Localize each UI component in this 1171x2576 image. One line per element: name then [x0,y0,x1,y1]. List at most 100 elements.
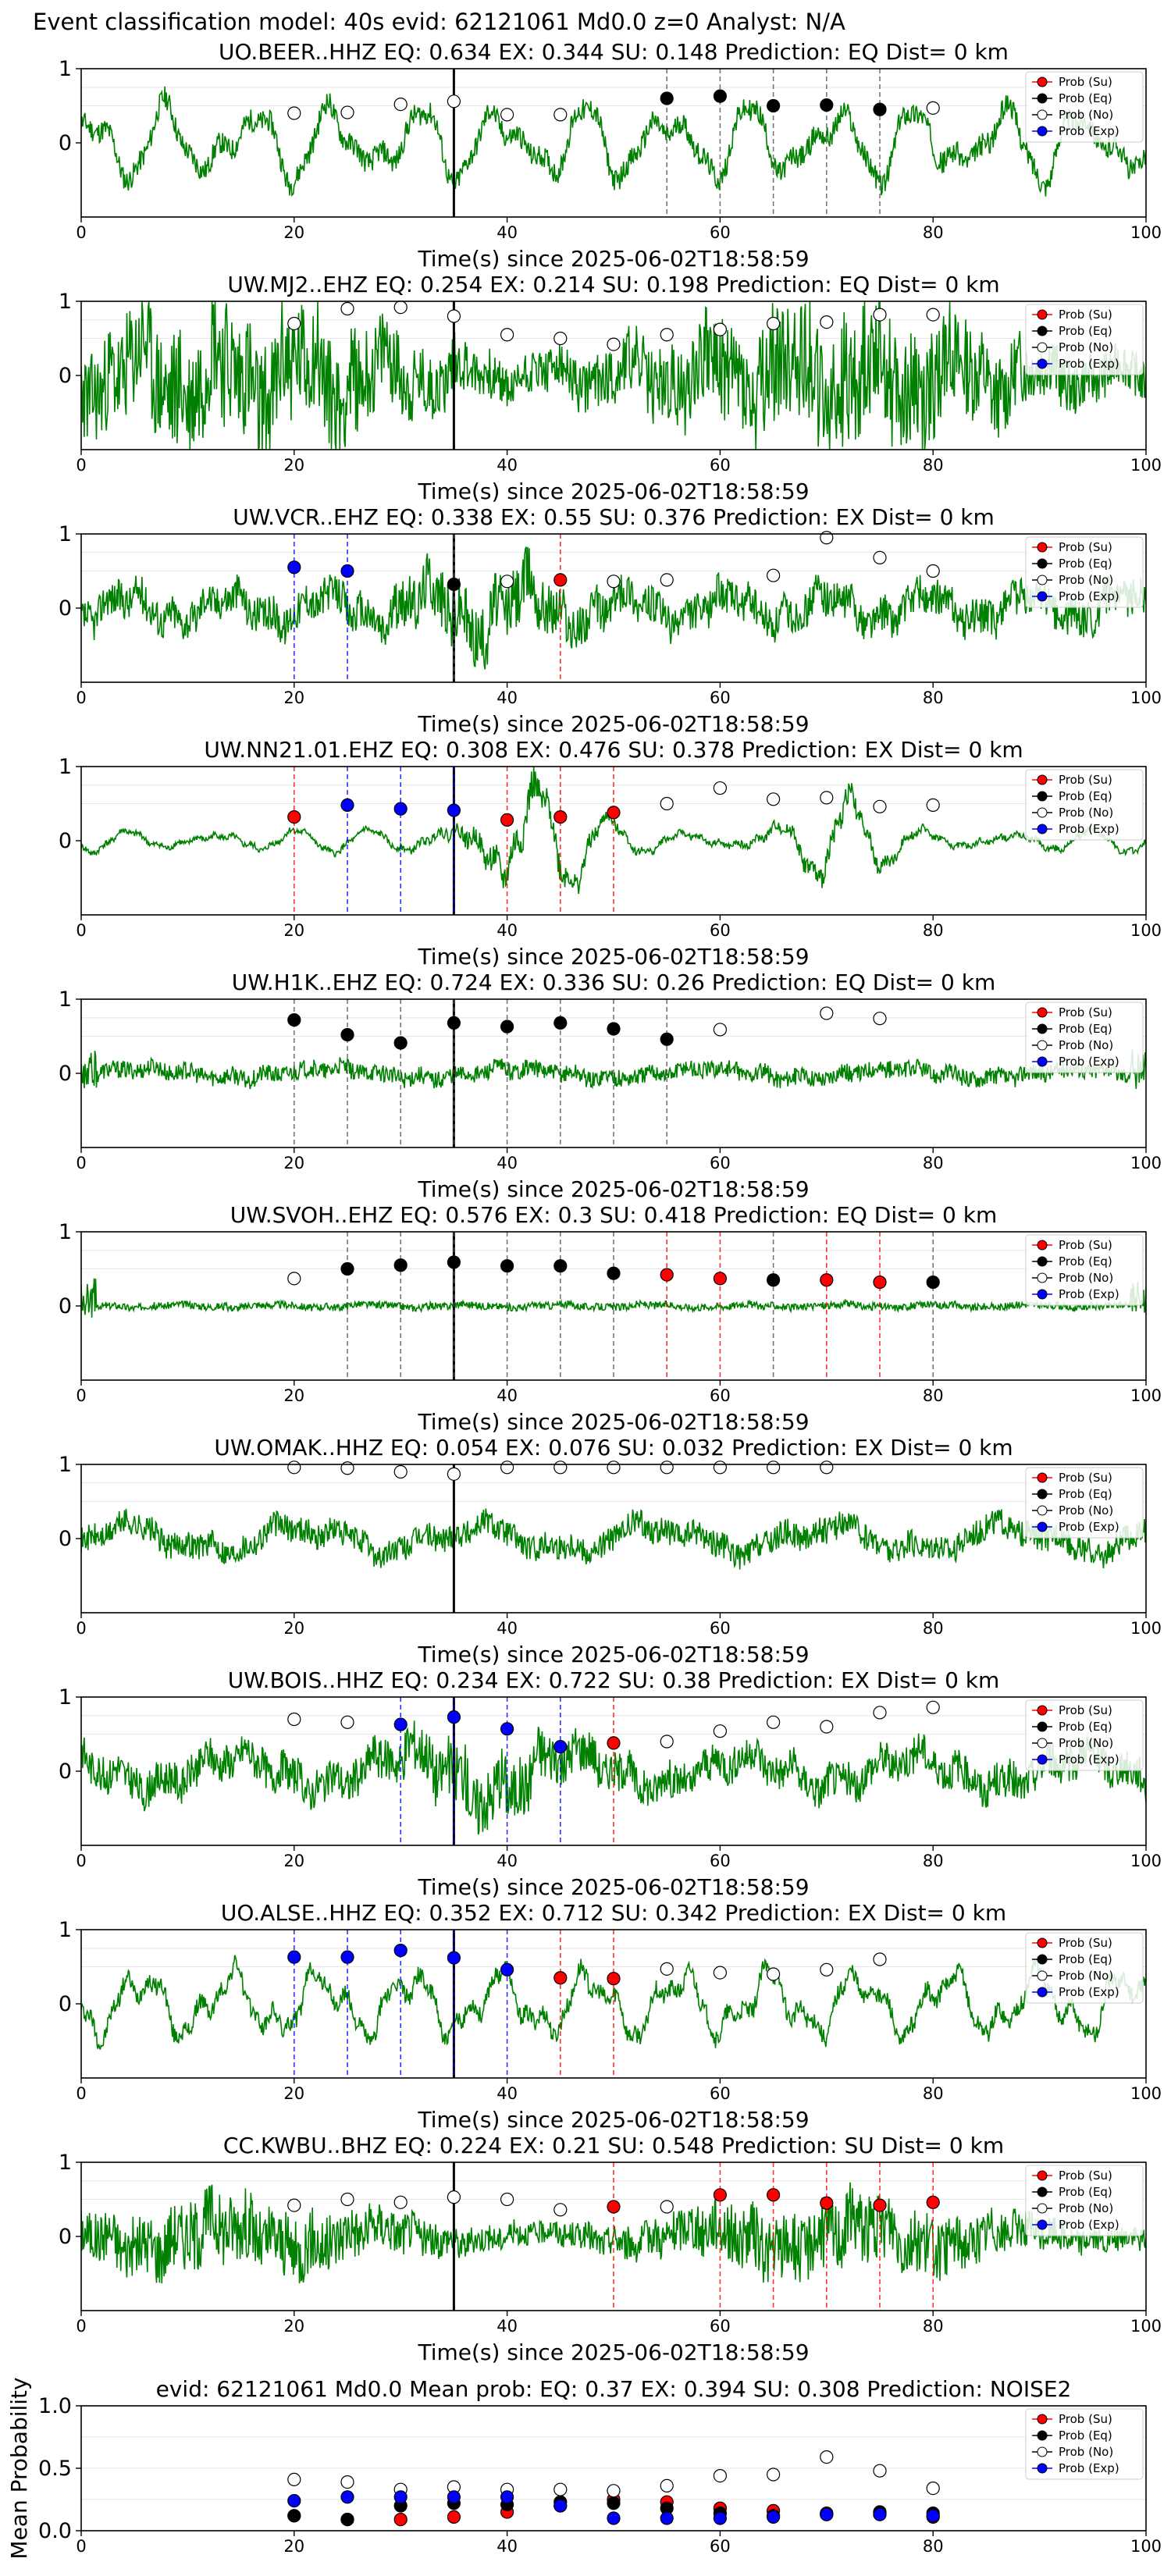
legend: Prob (Su) Prob (Eq) Prob (No) Prob (Exp) [1025,2165,1144,2236]
prob-point-no [766,1461,781,1475]
prob-point-no [447,94,461,109]
prob-point-eq [447,577,461,592]
x-tick-label: 40 [497,1154,518,1172]
mean-point-eq [607,2496,621,2510]
legend-marker-eq [1037,1023,1048,1034]
x-axis-label: Time(s) since 2025-06-02T18:58:59 [417,1642,809,1667]
panels-container: UO.BEER..HHZ EQ: 0.634 EX: 0.344 SU: 0.1… [6,39,1162,2560]
prob-point-su [820,1273,834,1287]
prob-point-su [287,809,301,824]
prob-point-no [340,1715,354,1729]
prob-point-no [766,1967,781,1981]
legend: Prob (Su) Prob (Eq) Prob (No) Prob (Exp) [1025,1467,1144,1539]
mean-point-exp [340,2490,354,2504]
prob-point-su [607,2200,621,2214]
x-tick-label: 40 [497,2537,518,2556]
x-tick-label: 40 [497,223,518,242]
x-tick-label: 40 [497,2317,518,2336]
x-tick-label: 100 [1130,456,1162,475]
legend-marker-su [1037,2414,1048,2425]
mean-point-no [607,2484,621,2498]
legend-label-exp: Prob (Exp) [1059,589,1119,603]
x-tick-label: 0 [76,1154,86,1172]
x-tick-label: 60 [710,921,731,940]
legend-label-exp: Prob (Exp) [1059,357,1119,371]
legend-label-no: Prob (No) [1059,806,1113,820]
legend-label-su: Prob (Su) [1059,1471,1112,1485]
legend: Prob (Su) Prob (Eq) Prob (No) Prob (Exp) [1025,304,1144,375]
prob-point-no [660,1962,674,1976]
x-axis-label: Time(s) since 2025-06-02T18:58:59 [417,479,809,504]
prob-point-exp [500,1722,514,1736]
legend-marker-no [1037,1272,1048,1283]
legend-box [1025,1467,1144,1539]
x-tick-label: 100 [1130,2537,1162,2556]
legend-label-eq: Prob (Eq) [1059,91,1112,105]
prob-point-eq [607,1022,621,1036]
x-tick-label: 60 [710,1619,731,1638]
x-tick-label: 100 [1130,1154,1162,1172]
legend-label-exp: Prob (Exp) [1059,1055,1119,1069]
legend-marker-eq [1037,1256,1048,1267]
legend-marker-exp [1037,591,1048,602]
prob-point-no [287,2198,301,2212]
y-tick-label: 0 [59,131,72,155]
x-tick-label: 80 [923,1154,944,1172]
legend-box [1025,1932,1144,2004]
x-tick-label: 0 [76,1386,86,1405]
prob-point-eq [393,1258,408,1272]
legend-label-su: Prob (Su) [1059,2412,1112,2426]
x-tick-label: 60 [710,1852,731,1870]
legend-label-no: Prob (No) [1059,2201,1113,2215]
prob-point-no [340,1461,354,1475]
prob-point-exp [447,803,461,817]
x-tick-label: 60 [710,688,731,707]
panel-3: UW.NN21.01.EHZ EQ: 0.308 EX: 0.476 SU: 0… [59,737,1162,970]
y-tick-label: 0 [59,2225,72,2249]
legend-box [1025,2165,1144,2236]
prob-point-no [926,101,940,115]
prob-point-no [393,2195,408,2209]
legend-label-eq: Prob (Eq) [1059,324,1112,338]
prob-point-no [607,575,621,589]
prob-point-no [820,1461,834,1475]
x-tick-label: 40 [497,921,518,940]
prob-point-eq [500,1259,514,1273]
legend-marker-no [1037,2446,1048,2457]
y-tick-label: 1 [59,522,72,546]
legend-marker-su [1037,542,1048,553]
legend-marker-su [1037,2170,1048,2181]
x-tick-label: 100 [1130,1619,1162,1638]
prob-point-no [873,1706,887,1720]
legend-marker-su [1037,774,1048,785]
prob-point-no [500,2192,514,2207]
legend-box [1025,2408,1144,2480]
x-tick-label: 80 [923,456,944,475]
waveform-trace [81,1049,1146,1090]
mean-point-exp [553,2499,568,2513]
prob-point-no [820,1006,834,1020]
x-tick-label: 20 [283,2537,304,2556]
panel-title: UW.NN21.01.EHZ EQ: 0.308 EX: 0.476 SU: 0… [204,737,1023,763]
mean-point-exp [820,2507,834,2521]
legend: Prob (Su) Prob (Eq) Prob (No) Prob (Exp) [1025,769,1144,841]
prob-point-no [660,573,674,587]
prob-point-no [287,1712,301,1727]
prob-point-no [287,316,301,331]
waveform-trace [81,301,1146,450]
panel-6: UW.OMAK..HHZ EQ: 0.054 EX: 0.076 SU: 0.0… [59,1435,1162,1667]
legend-marker-su [1037,1472,1048,1483]
panel-0: UO.BEER..HHZ EQ: 0.634 EX: 0.344 SU: 0.1… [59,39,1162,272]
prob-point-no [873,799,887,813]
prob-point-no [820,531,834,545]
prob-point-su [713,2188,728,2202]
prob-point-no [713,781,728,795]
legend-marker-exp [1037,1987,1048,1998]
mean-point-exp [713,2511,728,2525]
x-tick-label: 60 [710,2317,731,2336]
legend-marker-su [1037,1240,1048,1251]
mean-point-no [873,2464,887,2478]
prob-point-eq [713,89,728,103]
x-tick-label: 20 [283,688,304,707]
prob-point-no [660,1461,674,1475]
